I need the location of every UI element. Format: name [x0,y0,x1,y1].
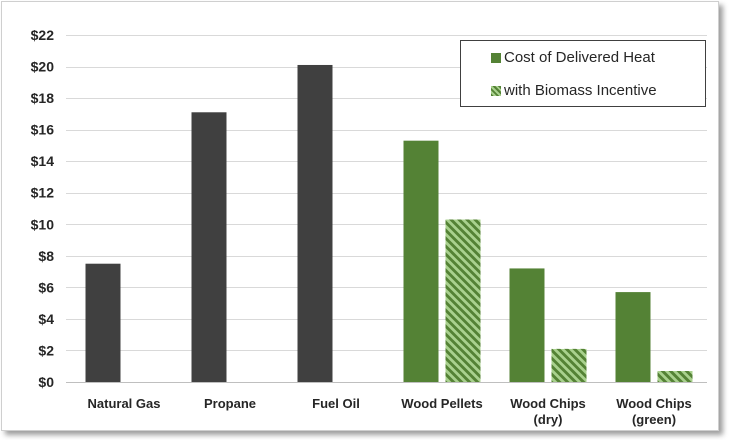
y-tick-label: $6 [38,279,54,295]
hatch-stripe [445,283,481,324]
hatch-stripe [580,348,587,356]
hatch-stripe [445,291,481,332]
y-tick-label: $16 [31,122,55,138]
bar-wood-chips-green-with-biomass-incentive [657,370,693,382]
plot-area [85,64,693,382]
bar-chart: $0 $2 $4 $6 $8 $10 $12 $14 $16 $18 $20 $22 [31,27,707,390]
hatch-stripe [551,363,570,382]
bar-wood-chips-dry-with-biomass-incentive [551,348,587,382]
hatch-stripe [445,331,481,372]
legend-swatch-hatched [491,86,501,96]
bar-natural-gas-cost-of-delivered-heat [85,263,121,382]
bar-wood-pellets-cost-of-delivered-heat [403,140,439,382]
bar-wood-chips-green-cost-of-delivered-heat [615,292,651,382]
hatch-stripe [551,355,578,382]
hatch-stripe [657,371,668,382]
y-tick-label: $4 [38,311,54,327]
hatch-stripe [445,275,481,316]
y-tick-label: $2 [38,342,54,358]
y-axis: $0 $2 $4 $6 $8 $10 $12 $14 $16 $18 $20 $22 [31,27,55,390]
hatch-stripe [676,370,692,382]
hatch-stripe [445,235,481,276]
hatch-stripe [660,370,676,382]
hatch-stripe [556,348,587,380]
hatch-stripe [445,347,480,382]
legend-label: with Biomass Incentive [504,82,657,99]
y-tick-label: $14 [31,153,55,169]
y-tick-label: $22 [31,27,55,43]
y-tick-label: $18 [31,90,55,106]
hatch-stripe [551,371,562,382]
hatch-stripe [448,219,481,252]
hatch-stripe [668,370,684,382]
bar-fuel-oil-cost-of-delivered-heat [297,64,333,382]
hatch-stripe [572,348,587,364]
y-tick-label: $0 [38,374,54,390]
bar-wood-pellets-with-biomass-incentive [445,219,481,382]
chart-card: $0 $2 $4 $6 $8 $10 $12 $14 $16 $18 $20 $22 Natural … [1,1,719,431]
legend-label: Cost of Delivered Heat [504,49,655,66]
hatch-stripe [445,299,481,340]
hatch-stripe [684,370,693,380]
hatch-stripe [445,227,481,268]
y-tick-label: $10 [31,216,55,232]
legend-item-with-biomass-incentive: with Biomass Incentive [491,82,657,100]
bar-wood-chips-dry-cost-of-delivered-heat [509,268,545,382]
hatch-stripe [551,348,586,382]
hatch-stripe [445,339,481,380]
hatch-stripe [445,323,481,364]
hatch-stripe [464,219,481,236]
legend-item-cost-of-delivered-heat: Cost of Delivered Heat [491,49,655,67]
hatch-stripe [445,219,481,260]
hatch-stripe [564,348,587,372]
y-tick-label: $12 [31,185,55,201]
legend: Cost of Delivered Heat with Biomass Ince… [460,40,706,107]
hatch-stripe [445,267,481,308]
bar-propane-cost-of-delivered-heat [191,112,227,382]
legend-swatch-solid [491,53,501,63]
y-tick-label: $8 [38,248,54,264]
y-tick-label: $20 [31,59,55,75]
